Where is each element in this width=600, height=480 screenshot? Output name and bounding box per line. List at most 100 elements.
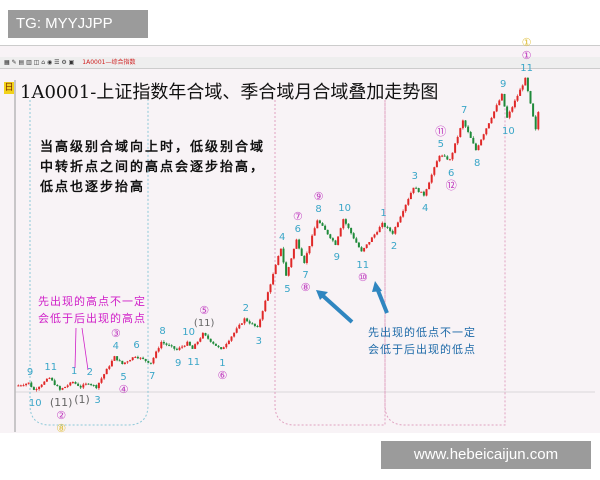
- note-line: 当高级别合域向上时，低级别合域: [40, 140, 266, 155]
- wave-label: 10: [338, 203, 351, 214]
- candle-body: [352, 233, 355, 239]
- wave-label: 9: [175, 358, 181, 369]
- wave-label: 10: [502, 126, 515, 137]
- candle-body: [506, 106, 509, 118]
- candle-body: [477, 145, 480, 151]
- candle-body: [441, 155, 444, 157]
- wave-label: 5: [120, 372, 126, 383]
- circled-label: ③: [111, 327, 121, 340]
- note-line: 会低于后出现的高点: [38, 312, 146, 325]
- candle-body: [17, 385, 20, 387]
- site-watermark: www.hebeicaijun.com: [381, 441, 591, 469]
- circled-label: (1): [74, 393, 90, 406]
- candle-body: [415, 187, 418, 189]
- wave-label: 8: [159, 326, 165, 337]
- blue-arrow: [375, 287, 389, 314]
- candle-body: [199, 338, 202, 342]
- wave-label: (11): [194, 318, 215, 329]
- main-note: 当高级别合域向上时，低级别合域 中转折点之间的高点会逐步抬高， 低点也逐步抬高: [40, 138, 265, 198]
- candle-body: [389, 227, 392, 231]
- candle-body: [337, 236, 340, 245]
- candle-body: [116, 356, 119, 361]
- candle-body: [490, 117, 493, 124]
- circled-label: (11): [50, 396, 73, 409]
- candle-body: [487, 123, 490, 129]
- wave-label: 7: [461, 105, 467, 116]
- note-line: 低点也逐步抬高: [40, 180, 146, 195]
- candle-body: [201, 333, 204, 339]
- candle-body: [222, 347, 225, 350]
- candle-body: [339, 228, 342, 237]
- candle-body: [459, 128, 462, 138]
- candle-body: [285, 262, 288, 276]
- candle-body: [246, 318, 249, 322]
- toolbar-icons[interactable]: ▦ ✎ ▤ ▥ ◫ ⌂ ◉ ☰ ⚙ ▣: [4, 59, 75, 66]
- candle-body: [194, 344, 197, 349]
- candle-body: [347, 223, 350, 228]
- circled-label: ⑥: [217, 369, 227, 382]
- candle-body: [493, 111, 496, 118]
- candle-body: [355, 238, 358, 243]
- note-line: 先出现的低点不一定: [368, 326, 476, 339]
- circled-label: ⑤: [199, 304, 209, 317]
- candle-body: [264, 300, 267, 312]
- candle-body: [136, 356, 139, 359]
- wave-label: 3: [256, 336, 262, 347]
- pink-note: 先出现的高点不一定 会低于后出现的高点: [38, 293, 146, 327]
- wave-label: 2: [87, 367, 93, 378]
- candle-body: [467, 126, 470, 132]
- candle-body: [173, 346, 176, 349]
- candle-body: [74, 382, 77, 384]
- wave-label: 9: [27, 367, 33, 378]
- candle-body: [56, 384, 59, 387]
- candle-body: [376, 232, 379, 235]
- candle-body: [207, 335, 210, 339]
- candle-body: [282, 248, 285, 263]
- wave-label: 5: [438, 139, 444, 150]
- candle-body: [316, 220, 319, 229]
- circled-label: ①: [522, 36, 532, 49]
- candle-body: [409, 192, 412, 200]
- candle-body: [131, 357, 134, 361]
- blue-arrow-head: [372, 281, 382, 292]
- candle-body: [92, 384, 95, 386]
- wave-label: 11: [187, 357, 200, 368]
- candle-body: [342, 219, 345, 229]
- index-name[interactable]: 1A0001—综合指数: [82, 59, 136, 66]
- circled-label: ⑧: [301, 281, 311, 294]
- candle-body: [344, 219, 347, 224]
- quarterly-zone-outline: [274, 100, 386, 426]
- note-line: 会低于后出现的低点: [368, 343, 476, 356]
- candle-body: [248, 321, 251, 324]
- wave-label: 11: [520, 63, 533, 74]
- candle-body: [144, 358, 147, 361]
- wave-label: 11: [356, 260, 369, 271]
- candle-body: [474, 143, 477, 151]
- candle-body: [160, 342, 163, 349]
- candle-body: [472, 137, 475, 144]
- wave-label: 6: [448, 168, 454, 179]
- candle-body: [422, 191, 425, 196]
- candle-body: [181, 346, 184, 348]
- candle-body: [69, 382, 72, 386]
- candle-body: [71, 382, 74, 384]
- candle-body: [412, 187, 415, 193]
- candle-body: [48, 377, 51, 379]
- candle-body: [87, 383, 90, 385]
- candle-body: [175, 348, 178, 350]
- candle-body: [480, 139, 483, 146]
- candle-body: [464, 120, 467, 127]
- wave-label: 1: [219, 358, 225, 369]
- candle-body: [25, 383, 28, 386]
- period-badge[interactable]: 日: [4, 82, 14, 94]
- candle-body: [511, 107, 514, 112]
- candle-body: [84, 383, 87, 385]
- pink-arrow: [81, 327, 89, 371]
- candle-body: [430, 174, 433, 183]
- candle-body: [435, 161, 438, 168]
- candle-body: [261, 311, 264, 320]
- candle-body: [331, 238, 334, 241]
- candle-body: [404, 204, 407, 212]
- candle-body: [82, 384, 85, 388]
